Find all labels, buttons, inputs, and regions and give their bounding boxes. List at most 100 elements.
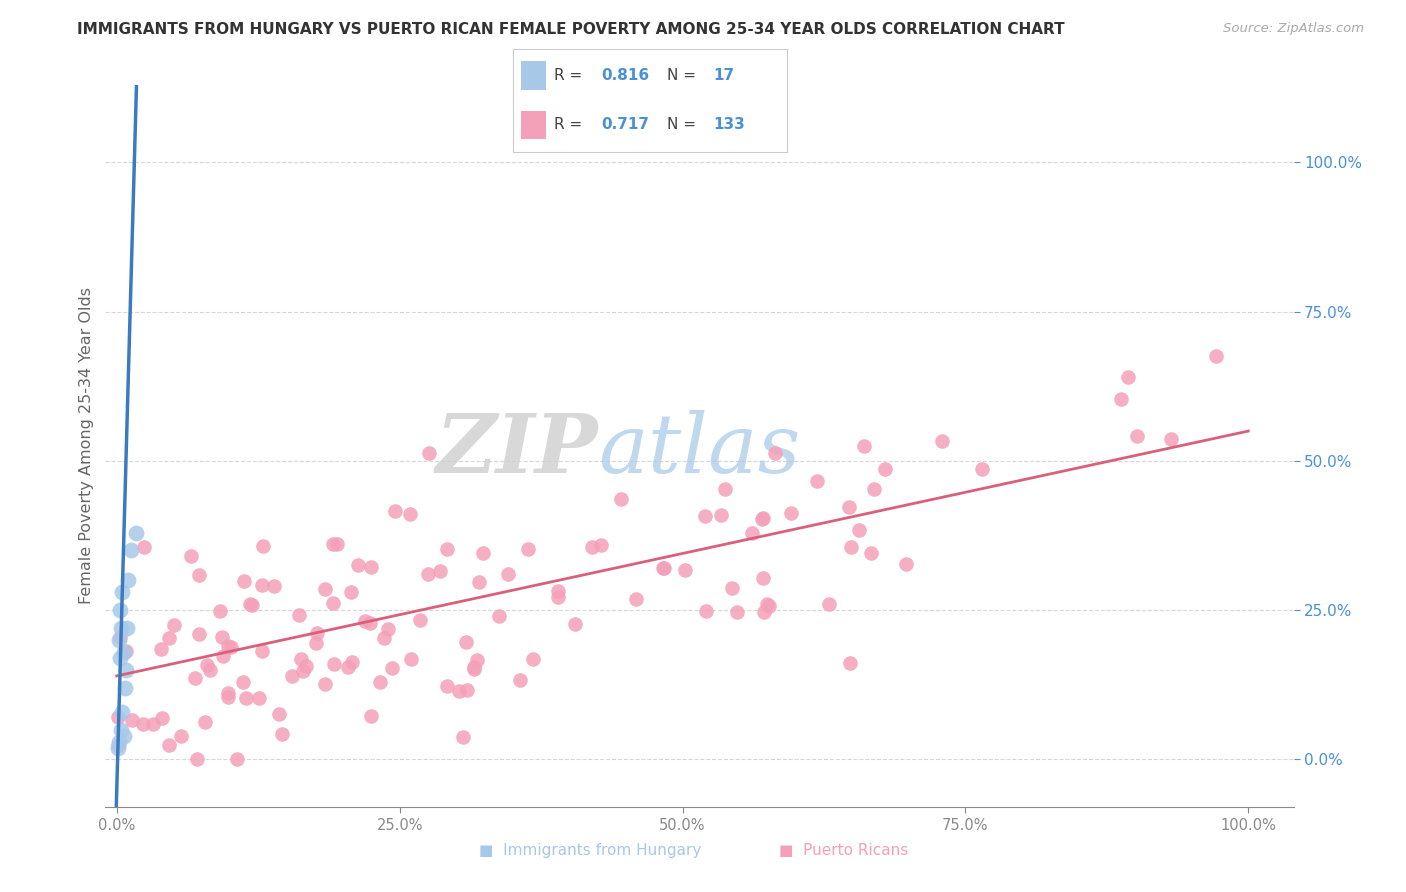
Point [755, 597, 778, 611]
Point [263, 579, 285, 593]
Point [292, 664, 315, 678]
Point [125, 525, 148, 540]
Point [610, 492, 633, 507]
Point [873, 461, 896, 475]
Point [447, 683, 470, 698]
Point [838, 500, 860, 514]
Point [339, 584, 361, 599]
Point [779, 507, 801, 521]
Point [217, 686, 239, 700]
Point [589, 537, 612, 551]
Point [142, 717, 165, 731]
Point [322, 596, 344, 610]
Point [839, 540, 862, 554]
Text: ZIP: ZIP [436, 409, 599, 490]
Text: N =: N = [666, 117, 700, 132]
Point [465, 653, 488, 667]
Point [314, 677, 336, 691]
Point [184, 671, 207, 685]
Point [354, 614, 377, 628]
Text: R =: R = [554, 68, 588, 83]
Point [359, 615, 381, 630]
Point [117, 574, 139, 588]
Point [360, 560, 382, 574]
Point [115, 644, 138, 658]
Point [132, 540, 155, 554]
Point [381, 661, 404, 675]
Point [163, 618, 186, 632]
Point [751, 571, 773, 585]
Text: ■  Puerto Ricans: ■ Puerto Ricans [779, 843, 908, 858]
Point [108, 603, 131, 617]
Point [107, 738, 129, 752]
Point [463, 660, 485, 674]
Point [471, 546, 494, 560]
Text: 0.717: 0.717 [600, 117, 650, 132]
Point [217, 639, 239, 653]
Point [252, 539, 274, 553]
Point [581, 541, 603, 555]
Point [115, 621, 138, 635]
Point [157, 738, 180, 752]
Point [110, 621, 132, 635]
Point [108, 734, 131, 748]
Point [360, 709, 382, 723]
Point [384, 504, 406, 518]
Text: Source: ZipAtlas.com: Source: ZipAtlas.com [1223, 22, 1364, 36]
Point [436, 541, 458, 556]
Point [721, 582, 744, 596]
Point [673, 564, 696, 578]
Point [219, 640, 242, 654]
Text: N =: N = [666, 68, 700, 83]
Point [240, 599, 263, 613]
Point [295, 658, 318, 673]
Point [853, 439, 876, 453]
Point [652, 560, 675, 574]
Text: 17: 17 [713, 68, 734, 83]
Point [1160, 432, 1182, 446]
Point [547, 584, 569, 599]
Point [281, 669, 304, 683]
Point [416, 567, 439, 582]
Point [239, 597, 262, 611]
Point [322, 537, 344, 551]
Point [112, 729, 135, 743]
Point [451, 730, 474, 744]
Point [326, 537, 349, 551]
Point [267, 707, 290, 722]
Point [1116, 369, 1139, 384]
Point [180, 549, 202, 564]
Point [456, 683, 478, 698]
Point [429, 565, 451, 579]
Text: R =: R = [554, 117, 588, 132]
Point [250, 578, 273, 592]
Point [114, 663, 136, 677]
Point [741, 525, 763, 540]
Point [132, 717, 155, 731]
Point [211, 649, 233, 664]
Point [368, 675, 391, 690]
Text: 0.816: 0.816 [600, 68, 650, 83]
Point [111, 585, 134, 599]
Point [110, 723, 132, 737]
Point [467, 574, 489, 589]
Point [107, 710, 129, 724]
Point [695, 604, 717, 618]
Point [547, 590, 569, 604]
Text: atlas: atlas [599, 409, 801, 490]
Point [496, 567, 519, 582]
Point [418, 446, 440, 460]
Point [763, 445, 786, 459]
Point [347, 558, 370, 572]
Point [290, 652, 312, 666]
Point [194, 715, 217, 730]
Point [408, 613, 430, 627]
Point [271, 727, 294, 741]
Point [108, 651, 131, 665]
Point [456, 635, 478, 649]
Point [226, 752, 249, 766]
Point [232, 574, 254, 589]
Point [713, 483, 735, 497]
Point [247, 690, 270, 705]
Point [806, 474, 828, 488]
